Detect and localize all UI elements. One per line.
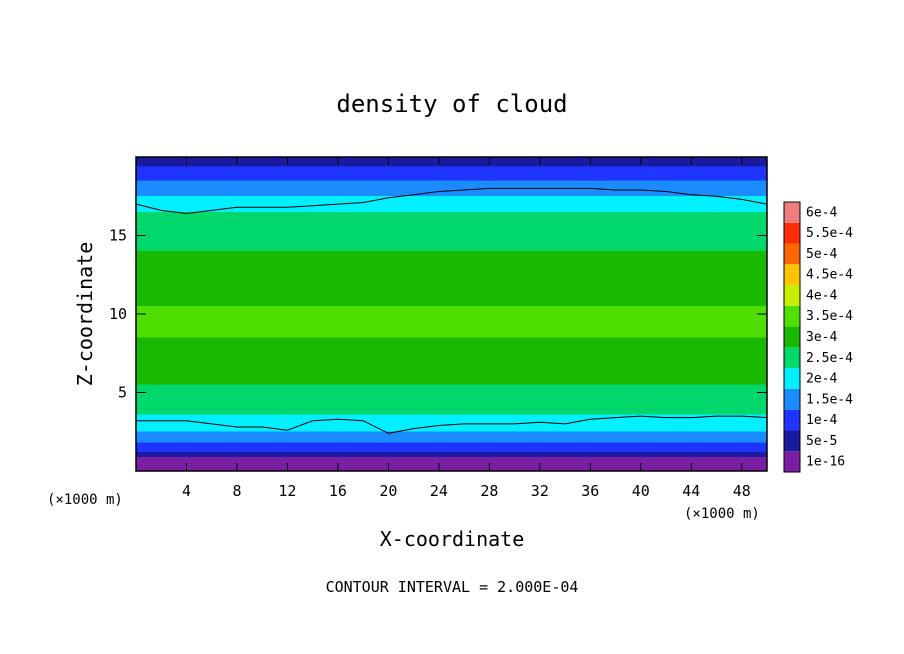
- colorbar-label: 6e-4: [806, 205, 837, 220]
- x-axis-label: X-coordinate: [380, 527, 525, 551]
- contour-interval-label: CONTOUR INTERVAL = 2.000E-04: [326, 578, 579, 596]
- colorbar-swatch: [784, 264, 800, 286]
- colorbar-label: 3.5e-4: [806, 309, 853, 324]
- colorbar-label: 4e-4: [806, 288, 837, 303]
- y-tick-label: 15: [109, 227, 127, 245]
- x-tick-label: 32: [531, 482, 549, 500]
- colorbar-label: 4.5e-4: [806, 268, 853, 283]
- colorbar-swatch: [784, 451, 800, 472]
- x-unit-label-left: (×1000 m): [47, 492, 123, 508]
- colorbar-label: 5e-5: [806, 434, 837, 449]
- colorbar-label: 1e-4: [806, 413, 837, 428]
- colorbar-label: 5e-4: [806, 247, 837, 262]
- colorbar: 1e-16 5e-5 1e-4 1.5e-4 2e-4 2.5e-4 3e-4 3.5e-4 4…: [783, 201, 853, 473]
- colorbar-label: 5.5e-4: [806, 226, 853, 241]
- colorbar-swatch: [784, 430, 800, 452]
- cloud-density-field: [136, 157, 767, 471]
- x-tick-label: 36: [581, 482, 599, 500]
- y-tick-label: 5: [118, 384, 127, 402]
- colorbar-swatch: [784, 243, 800, 265]
- contour-line: [136, 187, 767, 215]
- colorbar-swatch: [784, 409, 800, 431]
- contour-lines: [136, 187, 767, 434]
- contour-line: [136, 415, 767, 434]
- colorbar-label: 2.5e-4: [806, 351, 853, 366]
- x-tick-label: 16: [329, 482, 347, 500]
- colorbar-frame: [783, 201, 801, 473]
- x-tick-label: 8: [232, 482, 241, 500]
- colorbar-swatch: [784, 202, 800, 223]
- x-tick-label: 44: [682, 482, 700, 500]
- y-axis-label: Z-coordinate: [73, 242, 97, 387]
- x-tick-label: 24: [430, 482, 448, 500]
- colorbar-label: 2e-4: [806, 372, 837, 387]
- colorbar-swatch: [784, 285, 800, 306]
- x-tick-label: 28: [480, 482, 498, 500]
- x-tick-label: 20: [379, 482, 397, 500]
- y-tick-label: 10: [109, 305, 127, 323]
- x-tick-label: 48: [733, 482, 751, 500]
- colorbar-label: 1.5e-4: [806, 392, 853, 407]
- colorbar-label: 1e-16: [806, 455, 845, 470]
- y-axis-ticks: 5 10 15: [109, 227, 767, 402]
- x-tick-label: 40: [632, 482, 650, 500]
- colorbar-swatch: [784, 305, 800, 327]
- colorbar-label: 3e-4: [806, 330, 837, 345]
- colorbar-swatch: [784, 388, 800, 410]
- colorbar-swatch: [784, 222, 800, 244]
- x-tick-label: 12: [278, 482, 296, 500]
- x-unit-label-right: (×1000 m): [684, 506, 760, 522]
- colorbar-swatch: [784, 368, 800, 389]
- x-tick-label: 4: [182, 482, 191, 500]
- colorbar-swatch: [784, 326, 800, 348]
- chart-title: density of cloud: [336, 90, 567, 118]
- plot-area: [136, 157, 767, 471]
- colorbar-swatch: [784, 347, 800, 369]
- x-axis-ticks: 4 8 12 16 20 24 28 32 36 40 44 48: [182, 157, 751, 500]
